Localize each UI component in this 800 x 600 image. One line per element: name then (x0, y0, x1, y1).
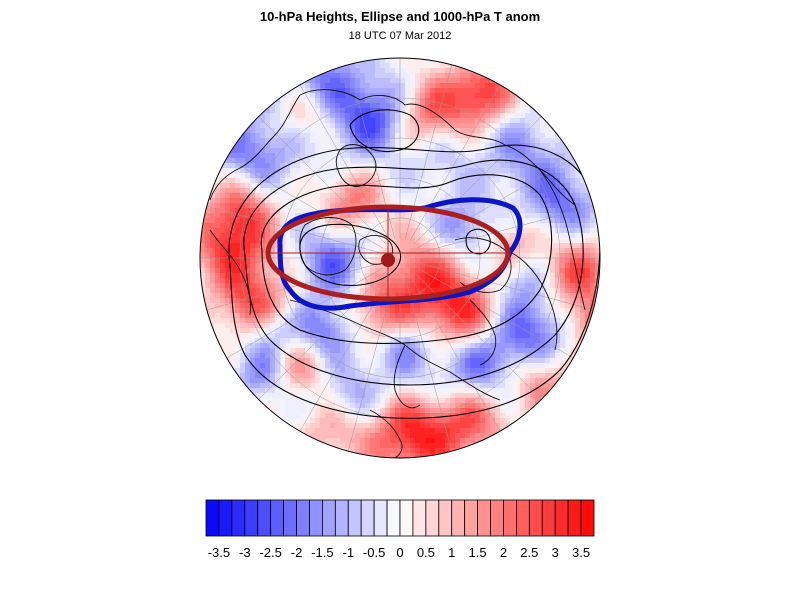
colorbar-tick-label: 2.5 (520, 545, 538, 560)
colorbar-box (580, 499, 595, 537)
height-contour-line (243, 159, 584, 386)
colorbar-box (386, 499, 401, 537)
colorbar-labels: -3.5 -3 -2.5 -2 -1.5 -1 -0.5 0 0.5 1 1.5 2 2.5 3 3.5 (208, 545, 590, 560)
globe-outline (199, 57, 601, 459)
colorbar-box (360, 499, 375, 537)
colorbar-box (528, 499, 543, 537)
colorbar-box (270, 499, 284, 537)
colorbar-tick-label: 2 (500, 545, 507, 560)
colorbar-tick-label: 1.5 (469, 545, 487, 560)
colorbar-box (373, 499, 388, 537)
colorbar-box (464, 499, 478, 537)
colorbar-box (231, 499, 246, 537)
colorbar-box (438, 499, 453, 537)
colorbar-box (541, 499, 556, 537)
height-contour-line (465, 228, 491, 255)
colorbar-tick-label: 3.5 (572, 545, 590, 560)
height-contour-line (228, 144, 600, 419)
colorbar-box (516, 499, 530, 537)
ellipse-center-marker (381, 253, 395, 267)
colorbar-box (477, 499, 491, 537)
height-contour-line (260, 174, 553, 344)
colorbar-tick-label: -1 (342, 545, 354, 560)
height-contours (228, 109, 600, 419)
colorbar-box (412, 499, 427, 537)
colorbar-box (451, 499, 466, 537)
colorbar-box (490, 499, 504, 537)
colorbar-box (399, 499, 414, 537)
coastlines (209, 89, 586, 458)
colorbar-box (244, 499, 259, 537)
colorbar-box (309, 499, 323, 537)
colorbar-tick-label: 3 (552, 545, 559, 560)
chart-subtitle: 18 UTC 07 Mar 2012 (348, 30, 452, 42)
colorbar-tick-label: -1.5 (311, 545, 333, 560)
colorbar-tick-label: -2.5 (259, 545, 281, 560)
colorbar-tick-label: -2 (291, 545, 303, 560)
colorbar-boxes (205, 499, 595, 537)
colorbar-box (347, 499, 362, 537)
colorbar-box (503, 499, 517, 537)
colorbar-box (296, 499, 310, 537)
colorbar-box (218, 499, 233, 537)
colorbar-box (283, 499, 297, 537)
colorbar-box (257, 499, 272, 537)
height-contour-line (299, 223, 402, 286)
colorbar-box (554, 499, 569, 537)
colorbar-box (567, 499, 582, 537)
colorbar-tick-label: -0.5 (363, 545, 385, 560)
colorbar-tick-label: 0 (396, 545, 403, 560)
colorbar-box (321, 499, 336, 537)
colorbar-box (205, 499, 220, 537)
chart-title: 10-hPa Heights, Ellipse and 1000-hPa T a… (259, 9, 541, 24)
colorbar-tick-label: -3 (239, 545, 251, 560)
height-contour-line (349, 109, 420, 153)
colorbar-box (425, 499, 440, 537)
colorbar-tick-label: -3.5 (208, 545, 230, 560)
colorbar-tick-label: 0.5 (417, 545, 435, 560)
colorbar-box (334, 499, 349, 537)
colorbar-tick-label: 1 (448, 545, 455, 560)
